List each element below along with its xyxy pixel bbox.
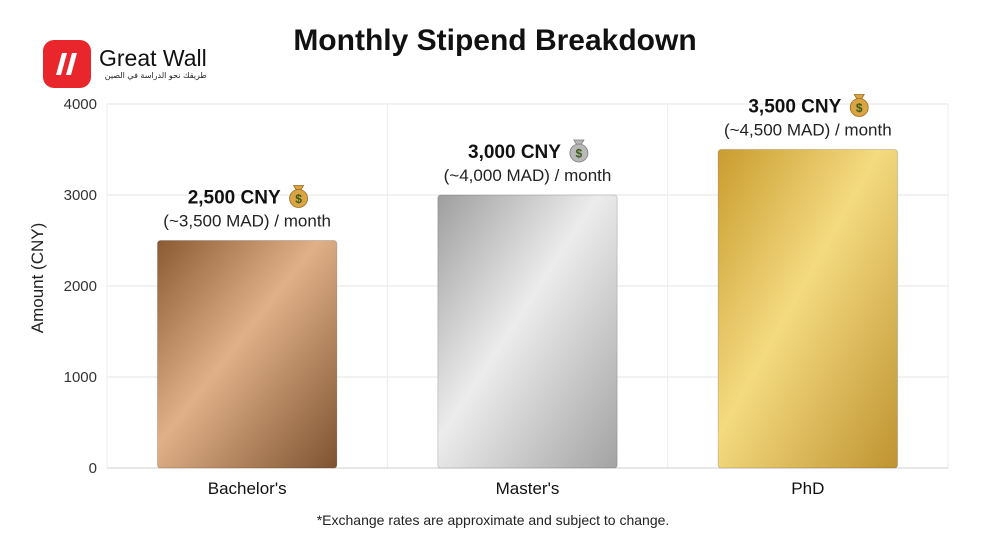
data-labels: 2,500 CNY $ (~3,500 MAD) / month 3,000 CNY $…	[163, 94, 892, 231]
exchange-label: (~4,500 MAD) / month	[724, 121, 892, 140]
bars	[156, 149, 899, 469]
value-label: 3,000 CNY	[468, 142, 561, 163]
brand-tagline: طريقك نحو الدراسة في الصين	[104, 71, 207, 80]
svg-text:$: $	[576, 147, 583, 161]
footnote: *Exchange rates are approximate and subj…	[316, 512, 670, 528]
y-tick-labels: 0 1000 2000 3000 4000	[64, 96, 97, 477]
exchange-label: (~4,000 MAD) / month	[444, 166, 612, 185]
value-label: 2,500 CNY	[188, 188, 281, 209]
svg-text:$: $	[295, 192, 302, 206]
y-tick-label: 1000	[64, 369, 97, 386]
money-bag-icon: $	[289, 185, 308, 208]
category-label: Bachelor's	[208, 479, 287, 498]
y-tick-label: 3000	[64, 187, 97, 204]
svg-text:$: $	[856, 101, 863, 115]
money-bag-icon: $	[849, 94, 869, 117]
category-labels: Bachelor's Master's PhD	[208, 479, 825, 498]
chart-title: Monthly Stipend Breakdown	[293, 24, 697, 57]
y-tick-label: 2000	[64, 278, 97, 295]
bar	[156, 240, 338, 469]
brand-stripes-icon	[56, 53, 77, 75]
exchange-label: (~3,500 MAD) / month	[163, 212, 331, 231]
category-label: PhD	[791, 479, 824, 498]
brand-text: Great Wall طريقك نحو الدراسة في الصين	[99, 46, 207, 82]
category-label: Master's	[496, 479, 560, 498]
brand-logo: Great Wall طريقك نحو الدراسة في الصين	[43, 40, 207, 88]
brand-name: Great Wall	[99, 45, 207, 71]
y-tick-label: 0	[89, 460, 97, 477]
value-label: 3,500 CNY	[748, 97, 841, 118]
bar	[437, 194, 618, 469]
bar	[717, 149, 899, 469]
y-tick-label: 4000	[64, 96, 97, 113]
brand-mark-icon	[43, 40, 91, 88]
money-bag-icon: $	[569, 139, 589, 163]
